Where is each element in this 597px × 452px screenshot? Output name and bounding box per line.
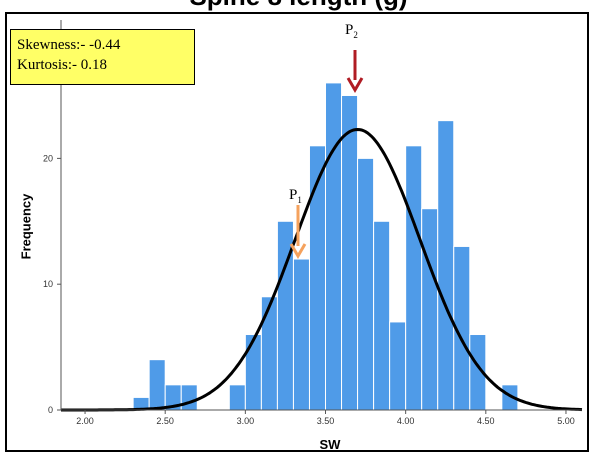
histogram-bar	[228, 384, 246, 411]
x-axis-label: SW	[319, 437, 341, 452]
chart-frame: 2.002.503.003.504.004.505.000102030 P2 P…	[5, 12, 589, 452]
y-tick-label: 10	[43, 279, 53, 289]
histogram-bar	[421, 208, 439, 411]
p2-arrow-head	[346, 77, 364, 93]
y-tick-label: 0	[48, 405, 53, 415]
p2-label-sub: 2	[353, 30, 358, 40]
p1-arrow-icon	[289, 205, 307, 259]
y-tick-label: 20	[43, 153, 53, 163]
histogram-bar	[405, 145, 423, 411]
axes	[60, 20, 582, 411]
normal-curve	[61, 127, 583, 412]
x-tick-label: 2.50	[156, 416, 174, 426]
x-tick-label: 4.50	[477, 416, 495, 426]
p1-label-base: P	[289, 187, 297, 203]
histogram-bar	[437, 120, 455, 411]
histogram-chart: 2.002.503.003.504.004.505.000102030 P2 P…	[43, 20, 583, 426]
p2-arrow-icon	[346, 50, 364, 93]
histogram-bar	[292, 258, 310, 411]
x-tick-label: 4.00	[397, 416, 415, 426]
histogram-bar	[389, 321, 407, 411]
histogram-bar	[373, 220, 391, 411]
x-tick-label: 5.00	[557, 416, 575, 426]
stats-box: Skewness:- -0.44 Kurtosis:- 0.18	[10, 29, 195, 85]
annotations: P2 P1	[289, 22, 364, 259]
skewness-text: Skewness:- -0.44	[17, 37, 121, 53]
histogram-bar	[148, 359, 166, 411]
histogram-bar	[244, 334, 262, 411]
y-axis-label: Frequency	[18, 193, 34, 260]
chart-title: Spine 8 length (g)	[0, 0, 597, 12]
p2-label-base: P	[345, 22, 353, 38]
x-tick-label: 2.00	[76, 416, 94, 426]
histogram-bar	[180, 384, 198, 411]
x-tick-label: 3.00	[237, 416, 255, 426]
histogram-bar	[325, 82, 343, 411]
p1-arrow-head	[289, 243, 307, 259]
histogram-bars	[132, 82, 519, 411]
p1-label-sub: 1	[297, 195, 302, 205]
histogram-bar	[260, 296, 278, 411]
p1-label: P1	[289, 187, 302, 205]
histogram-bar	[357, 157, 375, 411]
kurtosis-text: Kurtosis:- 0.18	[17, 57, 107, 73]
histogram-bar	[341, 94, 359, 411]
p2-label: P2	[345, 22, 358, 40]
x-tick-label: 3.50	[317, 416, 335, 426]
